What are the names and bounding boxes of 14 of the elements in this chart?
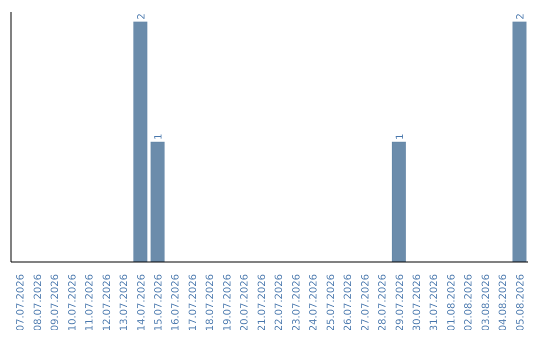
x-tick-label: 12.07.2026	[102, 274, 113, 332]
x-tick-label: 19.07.2026	[222, 274, 234, 332]
x-tick-label: 17.07.2026	[188, 274, 199, 332]
x-tick-label: 10.07.2026	[67, 274, 78, 332]
x-tick-label: 14.07.2026	[136, 274, 148, 332]
x-tick-label: 18.07.2026	[205, 274, 216, 332]
data-label: 2	[136, 13, 148, 20]
x-tick-label: 13.07.2026	[119, 274, 130, 332]
data-label: 1	[154, 133, 165, 140]
data-label: 2	[515, 13, 526, 20]
data-label: 1	[394, 133, 406, 140]
x-tick-label: 11.07.2026	[84, 274, 96, 332]
x-tick-label: 15.07.2026	[153, 274, 164, 332]
x-tick-label: 16.07.2026	[170, 274, 182, 332]
